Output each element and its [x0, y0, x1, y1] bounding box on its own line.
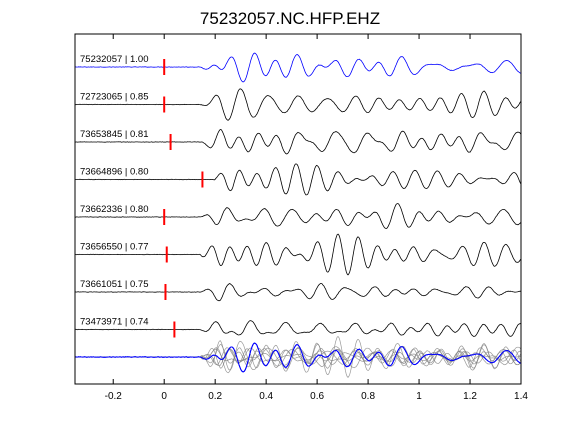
trace-labels: 75232057 | 1.00 72723065 | 0.85 73653845 |… [80, 54, 149, 328]
overlay-reference-trace [74, 342, 522, 373]
x-tick-label: 0.4 [259, 391, 273, 402]
x-tick-label: 0.6 [310, 391, 324, 402]
x-tick-label: 0.2 [208, 391, 222, 402]
chart-title: 75232057.NC.HFP.EHZ [200, 9, 380, 28]
waveform-trace-73653845 [74, 128, 522, 155]
x-axis: -0.2 0 0.2 0.4 0.6 0.8 1 1.2 1.4 [105, 34, 528, 402]
stacked-overlay [74, 336, 522, 378]
trace-label-73664896: 73664896 | 0.80 [80, 167, 149, 178]
x-tick-label: -0.2 [105, 391, 123, 402]
plot-frame [74, 33, 522, 385]
waveform-trace-75232057 [74, 52, 522, 83]
waveform-trace-73662336 [74, 203, 522, 230]
trace-label-72723065: 72723065 | 0.85 [80, 92, 149, 103]
trace-label-73653845: 73653845 | 0.81 [80, 129, 149, 140]
trace-label-73662336: 73662336 | 0.80 [80, 204, 149, 215]
x-tick-label: 1.4 [514, 391, 528, 402]
waveform-trace-72723065 [74, 88, 522, 121]
x-tick-label: 1.2 [463, 391, 477, 402]
x-tick-label: 0.8 [361, 391, 375, 402]
waveform-trace-73473971 [74, 320, 522, 337]
trace-label-73661051: 73661051 | 0.75 [80, 279, 149, 290]
trace-label-75232057: 75232057 | 1.00 [80, 54, 149, 65]
trace-label-73656550: 73656550 | 0.77 [80, 242, 149, 253]
waveform-trace-73664896 [75, 163, 522, 196]
pick-markers [163, 59, 204, 338]
x-tick-label: 1 [416, 391, 422, 402]
waveform-traces [74, 52, 522, 337]
waveform-trace-73661051 [74, 283, 522, 302]
waveform-trace-73656550 [75, 233, 522, 276]
x-tick-label: 0 [161, 391, 167, 402]
trace-label-73473971: 73473971 | 0.74 [80, 317, 149, 328]
